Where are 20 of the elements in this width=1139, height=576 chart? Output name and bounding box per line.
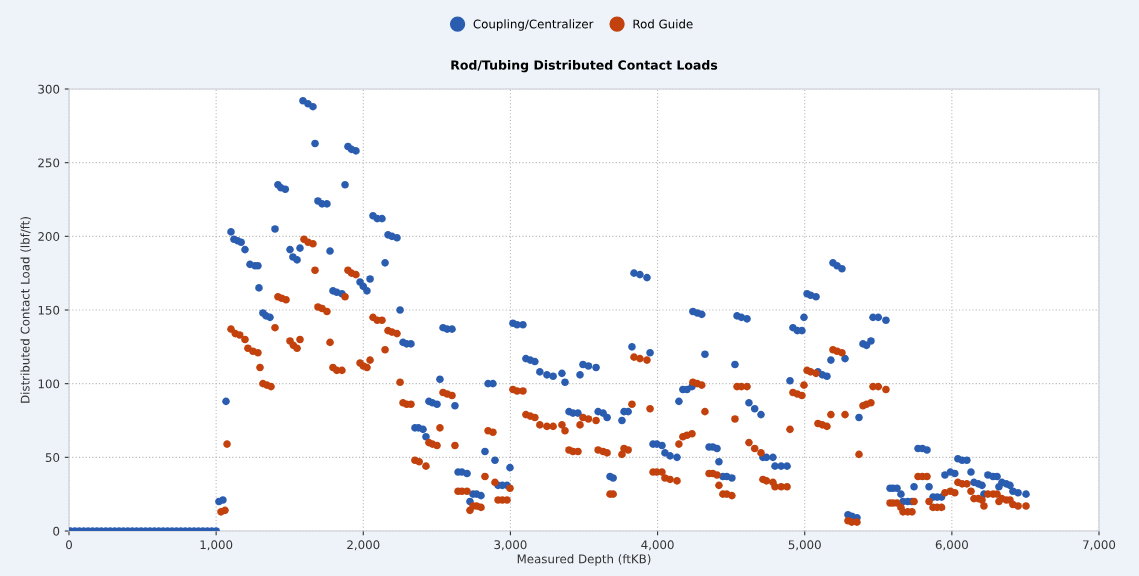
x-axis-title: Measured Depth (ftKB) <box>517 554 651 566</box>
y-tick-label: 0 <box>53 526 60 536</box>
x-tick-label: 3,000 <box>494 540 527 551</box>
x-tick-label: 1,000 <box>200 540 233 551</box>
x-tick-label: 2,000 <box>347 540 380 551</box>
y-tick-label: 150 <box>38 305 60 315</box>
x-tick-label: 5,000 <box>788 540 821 551</box>
y-tick-label: 200 <box>38 232 60 241</box>
x-tick-label: 0 <box>66 540 72 550</box>
y-axis-title: Distributed Contact Load (lbf/ft) <box>20 217 31 403</box>
x-tick-label: 4,000 <box>641 540 674 551</box>
y-tick-label: 50 <box>45 453 60 462</box>
x-tick-label: 7,000 <box>1083 540 1116 551</box>
y-tick-label: 300 <box>38 84 60 94</box>
legend-label: Coupling/Centralizer <box>473 19 594 31</box>
y-tick-label: 250 <box>38 158 60 168</box>
y-tick-label: 100 <box>38 379 60 389</box>
chart-title: Rod/Tubing Distributed Contact Loads <box>451 60 718 73</box>
legend-label: Rod Guide <box>633 19 693 29</box>
x-tick-label: 6,000 <box>935 540 968 551</box>
